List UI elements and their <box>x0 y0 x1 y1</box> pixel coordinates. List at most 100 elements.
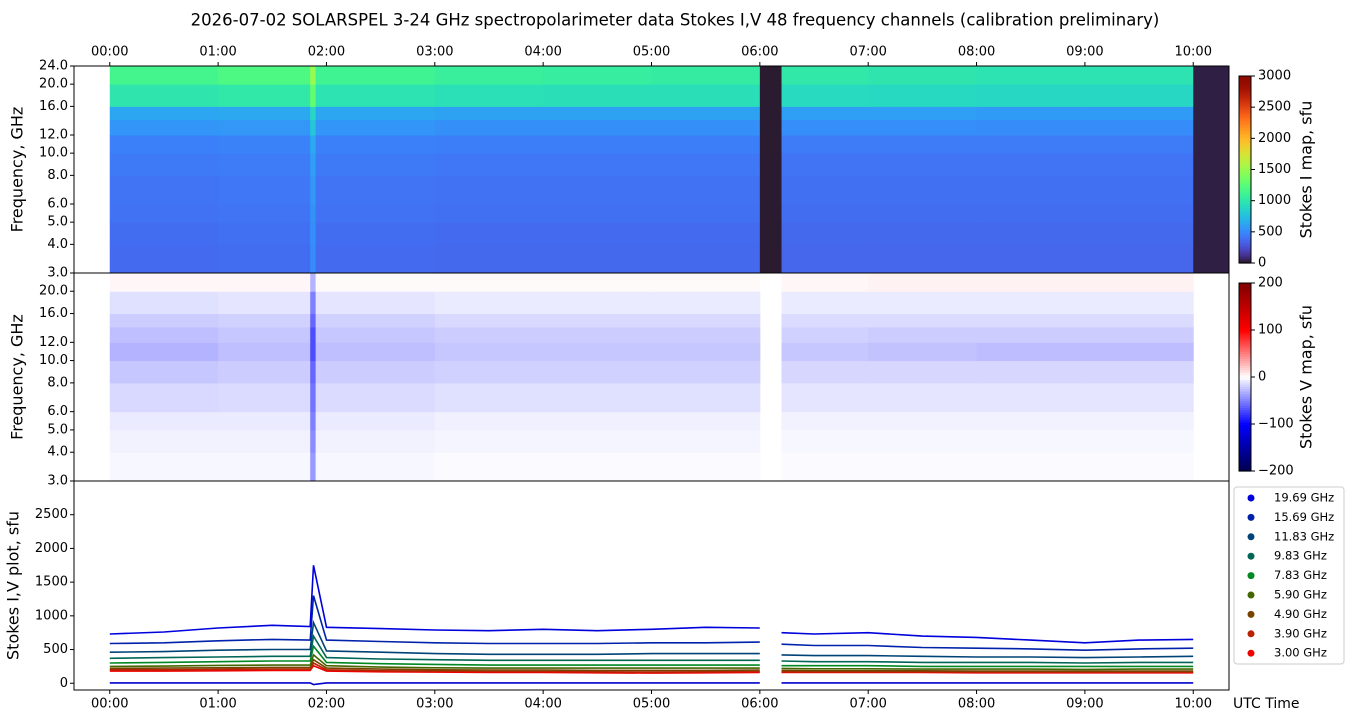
colorbar-strip <box>1239 292 1251 296</box>
heatmap-cell <box>109 106 219 121</box>
heatmap-cell <box>109 360 219 384</box>
heatmap-cell <box>868 84 978 107</box>
colorbar-strip <box>1239 211 1251 215</box>
colorbar-strip <box>1239 99 1251 103</box>
heatmap-cell <box>976 452 1086 482</box>
series-line <box>109 565 1194 644</box>
heatmap-cell <box>976 66 1086 85</box>
colorbar-strip <box>1239 122 1251 126</box>
heatmap-cell <box>109 411 219 431</box>
colorbar-strip <box>1239 76 1251 79</box>
colorbar-strip <box>1239 283 1251 286</box>
heatmap-cell <box>976 175 1086 205</box>
heatmap-cell <box>868 291 978 315</box>
heatmap-cell <box>543 326 652 343</box>
heatmap-cell <box>651 291 761 315</box>
y-tick-label: 2000 <box>35 541 68 556</box>
colorbar-strip <box>1239 92 1251 96</box>
colorbar-strip <box>1239 318 1251 322</box>
x-tick-label: 08:00 <box>958 697 995 712</box>
heatmap-cell <box>781 119 869 136</box>
colorbar-strip <box>1239 308 1251 312</box>
heatmap-cell <box>310 222 317 245</box>
heatmap-cell <box>868 382 978 413</box>
colorbar-strip <box>1239 440 1251 444</box>
heatmap-cell <box>315 273 436 292</box>
colorbar-strip <box>1239 101 1251 105</box>
colorbar-strip <box>1239 246 1251 250</box>
heatmap-cell <box>218 291 311 315</box>
heatmap-cell <box>310 84 317 107</box>
heatmap-cell <box>1084 411 1194 431</box>
heatmap-cell <box>218 429 311 453</box>
heatmap-cell <box>315 411 436 431</box>
colorbar-strip <box>1239 377 1251 380</box>
x-tick-label: 00:00 <box>91 45 128 60</box>
y-tick-label: 1000 <box>35 608 68 623</box>
colorbar-strip <box>1239 449 1251 453</box>
colorbar-strip <box>1239 431 1251 434</box>
legend-marker <box>1247 494 1255 502</box>
heatmap-cell <box>1193 175 1230 205</box>
heatmap-cell <box>109 119 219 136</box>
heatmap-cell <box>310 291 317 315</box>
colorbar-strip <box>1239 78 1251 82</box>
heatmap-cell <box>1193 106 1230 121</box>
heatmap-cell <box>651 313 761 328</box>
stokes-v-line <box>109 682 1194 686</box>
colorbar-tick-label: 2500 <box>1258 100 1291 115</box>
colorbar-strip <box>1239 223 1251 227</box>
heatmap-cell <box>1084 382 1194 413</box>
heatmap-cell <box>543 135 652 154</box>
x-axis-label: UTC Time <box>1233 696 1299 712</box>
colorbar-strip <box>1239 181 1251 185</box>
colorbar-tick-label: 1000 <box>1258 193 1291 208</box>
heatmap-cell <box>759 175 783 205</box>
heatmap-cell <box>976 291 1086 315</box>
heatmap-cell <box>434 222 544 245</box>
heatmap-cell <box>781 382 869 413</box>
heatmap-cell <box>651 382 761 413</box>
heatmap-cell <box>1084 119 1194 136</box>
heatmap-cell <box>109 429 219 453</box>
colorbar-strip <box>1239 258 1251 262</box>
heatmap-cell <box>651 411 761 431</box>
y-tick-label: 12.0 <box>39 335 68 350</box>
heatmap-cell <box>109 313 219 328</box>
colorbar-strip <box>1239 148 1251 152</box>
colorbar-strip <box>1239 419 1251 423</box>
heatmap-cell <box>315 66 436 85</box>
colorbar-strip <box>1239 90 1251 93</box>
heatmap-cell <box>434 84 544 107</box>
colorbar-strip <box>1239 190 1251 194</box>
heatmap-cell <box>1084 222 1194 245</box>
colorbar-strip <box>1239 94 1251 98</box>
colorbar-strip <box>1239 134 1251 138</box>
heatmap-cell <box>315 452 436 482</box>
x-tick-label: 02:00 <box>308 697 345 712</box>
heatmap-cell <box>868 411 978 431</box>
colorbar-strip <box>1239 381 1251 385</box>
heatmap-cell <box>543 175 652 205</box>
heatmap-cell <box>109 84 219 107</box>
heatmap-cell <box>976 106 1086 121</box>
colorbar-tick-label: 3000 <box>1258 69 1291 84</box>
colorbar-strip <box>1239 334 1251 338</box>
colorbar-strip <box>1239 164 1251 168</box>
heatmap-cell <box>109 244 219 274</box>
x-tick-label: 09:00 <box>1066 45 1103 60</box>
colorbar-strip <box>1239 351 1251 355</box>
heatmap-cell <box>434 106 544 121</box>
heatmap-cell <box>759 135 783 154</box>
colorbar-strip <box>1239 220 1251 224</box>
x-tick-label: 02:00 <box>308 45 345 60</box>
heatmap-cell <box>868 222 978 245</box>
heatmap-cell <box>1084 360 1194 384</box>
colorbar-strip <box>1239 407 1251 411</box>
colorbar-strip <box>1239 438 1251 442</box>
heatmap-cell <box>218 222 311 245</box>
heatmap-cell <box>781 326 869 343</box>
heatmap-cell <box>218 273 311 292</box>
heatmap-cell <box>434 429 544 453</box>
heatmap-cell <box>218 326 311 343</box>
